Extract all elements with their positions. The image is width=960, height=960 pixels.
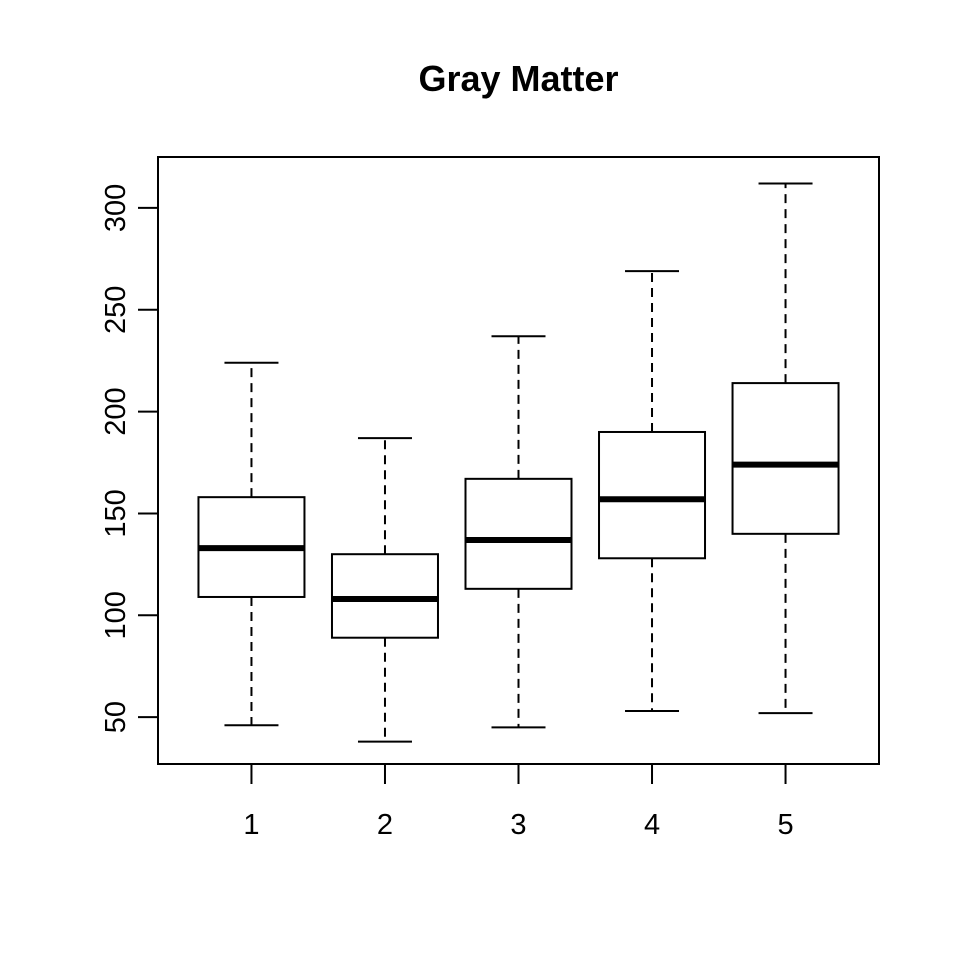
iqr-box [330,553,439,639]
iqr-box [731,382,840,535]
box-2 [330,437,439,743]
x-axis: 1 2 3 4 5 [243,763,794,841]
x-tick-label: 2 [377,809,393,841]
boxes [197,182,840,743]
iqr-box [598,430,707,560]
x-tick-label: 1 [243,809,259,841]
chart-title: Gray Matter [418,58,619,99]
x-tick-label: 4 [644,809,660,841]
box-5 [731,182,840,715]
box-4 [598,270,707,713]
x-tick-label: 3 [510,809,526,841]
y-tick-label: 200 [100,387,132,435]
box-1 [197,361,306,727]
y-tick-label: 100 [100,591,132,639]
iqr-box [464,477,573,590]
box-3 [464,335,573,729]
y-tick-label: 150 [100,489,132,537]
y-tick-label: 50 [100,701,132,733]
y-tick-label: 250 [100,286,132,334]
y-axis: 50 100 150 200 250 300 [100,184,159,733]
y-tick-label: 300 [100,184,132,232]
x-tick-label: 5 [777,809,793,841]
